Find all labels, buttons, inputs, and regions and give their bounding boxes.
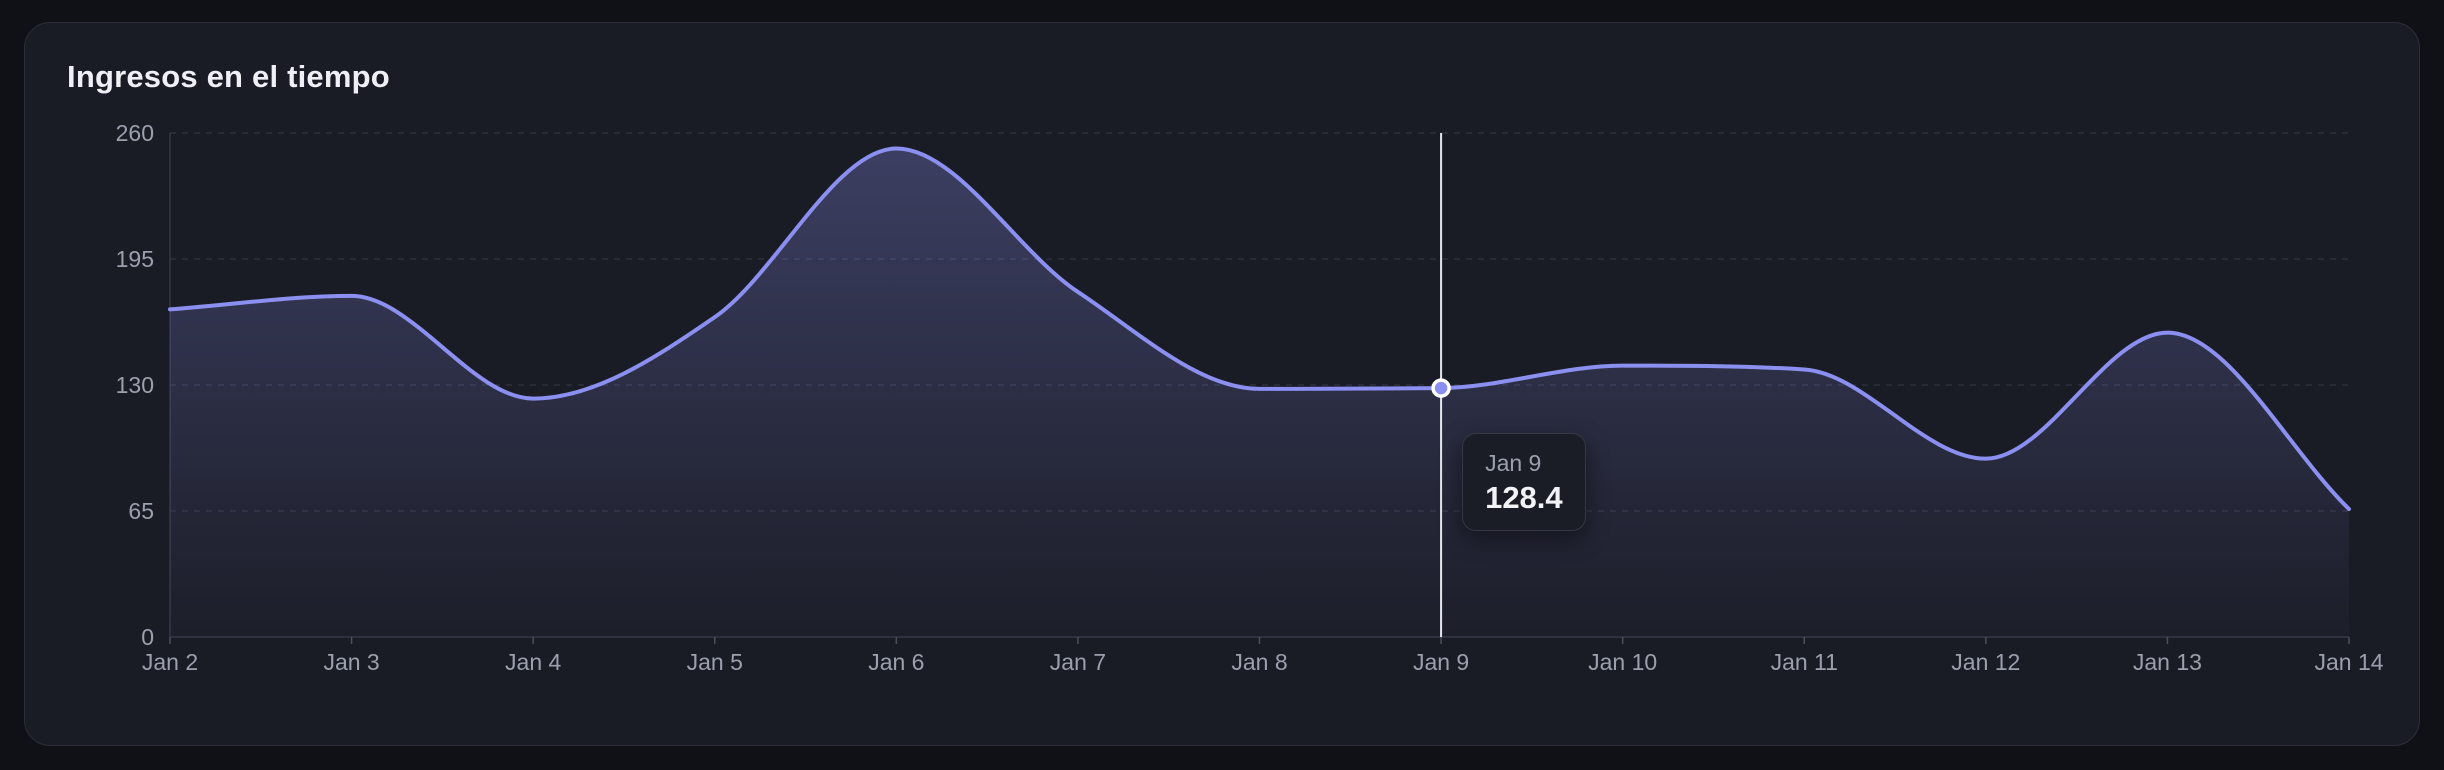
data-point	[1075, 289, 1081, 295]
data-point	[349, 293, 355, 299]
x-tick-label: Jan 13	[2133, 649, 2202, 675]
data-point	[1620, 363, 1626, 369]
data-point	[530, 396, 536, 402]
x-tick-label: Jan 3	[323, 649, 379, 675]
x-tick-label: Jan 2	[142, 649, 198, 675]
x-tick-label: Jan 14	[2314, 649, 2383, 675]
data-point	[712, 314, 718, 320]
data-point	[2346, 506, 2352, 512]
x-tick-label: Jan 4	[505, 649, 561, 675]
x-tick-label: Jan 9	[1413, 649, 1469, 675]
data-point	[893, 146, 899, 152]
data-point	[1257, 386, 1263, 392]
y-tick-label: 0	[141, 624, 154, 650]
tooltip-value: 128.4	[1485, 480, 1563, 516]
hover-tooltip: Jan 9 128.4	[1462, 433, 1586, 532]
data-point	[2164, 330, 2170, 336]
x-axis-ticks: Jan 2 Jan 3 Jan 4 Jan 5 Jan 6 Jan 7 Jan 8 Jan 9…	[142, 637, 2384, 675]
tooltip-date: Jan 9	[1485, 450, 1542, 477]
chart-title: Ingresos en el tiempo	[67, 59, 390, 94]
x-tick-label: Jan 7	[1050, 649, 1106, 675]
x-tick-label: Jan 5	[687, 649, 743, 675]
y-tick-label: 130	[116, 372, 154, 398]
data-point	[167, 306, 173, 312]
y-tick-label: 260	[116, 120, 154, 146]
series-area	[170, 148, 2349, 637]
y-axis-ticks: 0 65 130 195 260	[116, 120, 154, 650]
x-tick-label: Jan 11	[1771, 649, 1838, 675]
active-point-marker[interactable]	[1431, 378, 1451, 398]
x-tick-label: Jan 12	[1951, 649, 2020, 675]
data-point	[1801, 366, 1807, 372]
series-line	[168, 146, 2351, 512]
x-tick-label: Jan 10	[1588, 649, 1657, 675]
y-tick-label: 195	[116, 246, 154, 272]
x-tick-label: Jan 8	[1231, 649, 1287, 675]
y-tick-label: 65	[128, 498, 154, 524]
data-point	[1983, 456, 1989, 462]
x-tick-label: Jan 6	[868, 649, 924, 675]
